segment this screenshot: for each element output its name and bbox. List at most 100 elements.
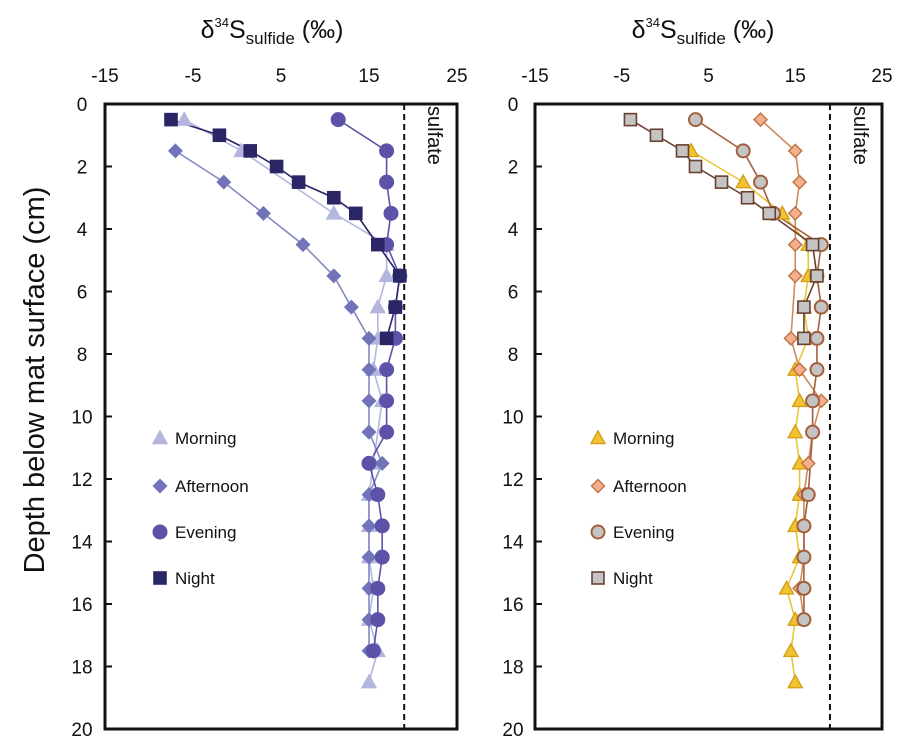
legend-label: Evening xyxy=(175,523,236,542)
data-point xyxy=(378,267,395,283)
data-point xyxy=(392,269,407,283)
title-delta: δ xyxy=(632,16,646,44)
data-point xyxy=(787,143,803,159)
data-point xyxy=(688,159,703,174)
x-tick-label: 5 xyxy=(276,66,287,87)
y-tick-label: 4 xyxy=(77,220,88,241)
y-tick-label: 14 xyxy=(71,533,93,554)
x-tick-label: 15 xyxy=(358,66,379,87)
data-point xyxy=(348,206,363,221)
legend-marker xyxy=(153,571,167,585)
series-line xyxy=(695,118,823,620)
data-point xyxy=(792,362,808,378)
title-mass-number: 34 xyxy=(646,15,660,30)
data-point xyxy=(379,143,395,159)
data-point xyxy=(369,298,386,314)
data-point xyxy=(687,112,703,128)
y-tick-label: 16 xyxy=(71,595,92,616)
x-tick-label: -5 xyxy=(613,66,630,87)
data-point xyxy=(255,205,271,221)
series-line xyxy=(630,118,818,339)
data-point xyxy=(762,206,777,221)
y-tick-label: 6 xyxy=(508,283,519,304)
y-tick-label: 0 xyxy=(508,95,519,116)
legend-label: Morning xyxy=(175,429,236,448)
data-point xyxy=(361,393,377,409)
data-point xyxy=(365,643,381,659)
data-point xyxy=(212,128,227,143)
data-point xyxy=(361,330,377,346)
y-tick-label: 12 xyxy=(502,470,523,491)
y-tick-label: 10 xyxy=(71,408,92,429)
data-point xyxy=(740,190,755,205)
y-tick-label: 2 xyxy=(77,158,88,179)
data-point xyxy=(675,144,690,158)
data-point xyxy=(787,268,803,284)
legend-label: Morning xyxy=(613,429,674,448)
y-tick-label: 18 xyxy=(502,658,523,679)
data-point xyxy=(291,175,306,189)
data-point xyxy=(379,331,394,346)
title-mass-number: 34 xyxy=(215,15,229,30)
y-axis-label: Depth below mat surface (cm) xyxy=(19,187,51,574)
data-point xyxy=(361,549,377,565)
legend-marker xyxy=(590,478,606,494)
legend-label: Afternoon xyxy=(175,477,249,496)
data-point xyxy=(388,300,403,314)
data-point xyxy=(735,173,752,189)
data-point xyxy=(374,518,390,534)
data-point xyxy=(370,580,386,596)
y-tick-label: 16 xyxy=(502,595,523,616)
data-point xyxy=(753,112,769,128)
y-tick-label: 12 xyxy=(71,470,92,491)
title-subscript: sulfide xyxy=(246,29,295,48)
data-point xyxy=(243,144,257,158)
data-point xyxy=(361,455,377,471)
data-point xyxy=(800,487,816,503)
data-point xyxy=(361,424,377,440)
data-point xyxy=(787,237,803,253)
data-point xyxy=(361,362,377,378)
y-tick-label: 14 xyxy=(502,533,524,554)
data-point xyxy=(714,175,729,189)
legend-marker xyxy=(591,571,605,585)
x-tick-label: 25 xyxy=(446,66,467,87)
legend-marker xyxy=(151,429,169,445)
data-point xyxy=(379,393,395,409)
y-tick-label: 18 xyxy=(71,658,92,679)
data-point xyxy=(379,424,395,440)
data-point xyxy=(326,190,341,205)
data-point xyxy=(783,330,799,346)
y-tick-label: 4 xyxy=(508,220,519,241)
y-tick-label: 8 xyxy=(508,345,519,366)
data-point xyxy=(778,579,795,595)
data-point xyxy=(809,330,825,346)
legend-label: Evening xyxy=(613,523,674,542)
legend-marker xyxy=(152,524,168,540)
data-point xyxy=(782,642,800,658)
data-point xyxy=(623,112,638,127)
data-point xyxy=(805,237,820,252)
y-tick-label: 20 xyxy=(502,720,523,739)
legend-label: Night xyxy=(175,569,215,588)
x-tick-label: -5 xyxy=(185,66,202,87)
data-point xyxy=(176,111,193,126)
x-tick-label: -15 xyxy=(521,66,548,87)
sulfate-label: sulfate xyxy=(849,106,871,165)
x-tick-label: -15 xyxy=(91,66,118,87)
y-tick-label: 6 xyxy=(77,283,88,304)
data-point xyxy=(796,612,812,628)
data-point xyxy=(383,205,399,221)
data-point xyxy=(361,518,377,534)
panel-title: δ34Ssulfide (‰) xyxy=(201,15,344,48)
data-point xyxy=(379,362,395,378)
data-point xyxy=(805,424,821,440)
legend-marker xyxy=(152,478,168,494)
panel-right: δ34Ssulfide (‰) -15 -5 5 15 25 0 2 4 6 8 10 12 14 16 18… xyxy=(502,15,892,739)
series-line xyxy=(183,118,388,683)
data-point xyxy=(809,362,825,378)
data-point xyxy=(797,331,811,346)
y-axis-label-group: Depth below mat surface (cm) xyxy=(19,187,51,574)
data-point xyxy=(379,174,395,190)
title-units: (‰) xyxy=(726,16,775,44)
